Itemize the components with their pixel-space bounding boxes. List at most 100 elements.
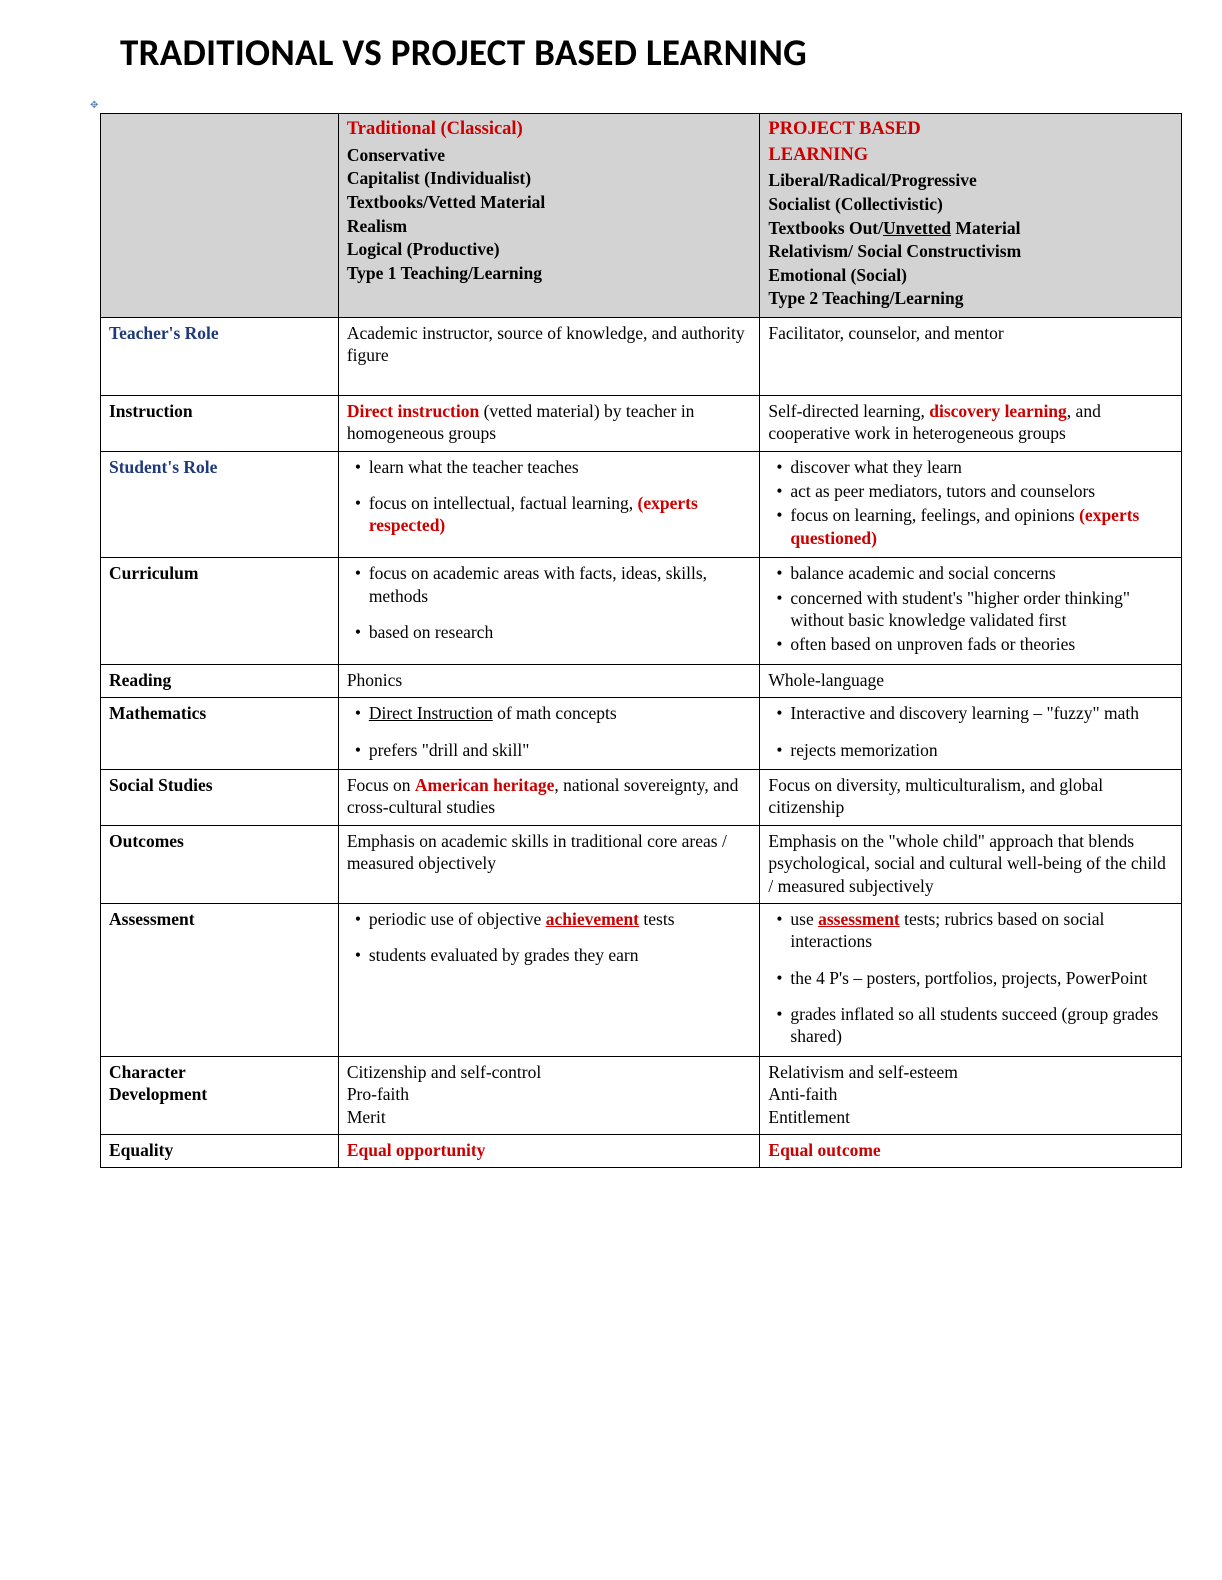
header-traditional: Traditional (Classical) Conservative Cap… bbox=[338, 114, 760, 318]
row-label: Student's Role bbox=[101, 451, 339, 558]
cell-pbl: Whole-language bbox=[760, 664, 1182, 697]
list-item: discover what they learn bbox=[790, 456, 1173, 478]
cell-trad: periodic use of objective achievement te… bbox=[338, 903, 760, 1056]
trad-line: Citizenship and self-control bbox=[347, 1061, 752, 1083]
list-item: prefers "drill and skill" bbox=[369, 739, 752, 761]
pbl-list: balance academic and social concerns conc… bbox=[768, 562, 1173, 656]
row-equality: Equality Equal opportunity Equal outcome bbox=[101, 1135, 1182, 1168]
cell-trad: learn what the teacher teaches focus on i… bbox=[338, 451, 760, 558]
traditional-attr: Realism bbox=[347, 215, 752, 239]
pbl-title: LEARNING bbox=[768, 144, 1173, 168]
list-item: based on research bbox=[369, 621, 752, 643]
list-item: concerned with student's "higher order t… bbox=[790, 587, 1173, 632]
traditional-attr: Capitalist (Individualist) bbox=[347, 167, 752, 191]
trad-line: Pro-faith bbox=[347, 1083, 752, 1105]
header-pbl: PROJECT BASED LEARNING Liberal/Radical/P… bbox=[760, 114, 1182, 318]
row-label: Teacher's Role bbox=[101, 318, 339, 396]
list-item: grades inflated so all students succeed … bbox=[790, 1003, 1173, 1048]
trad-line: Merit bbox=[347, 1106, 752, 1128]
trad-list: learn what the teacher teaches focus on i… bbox=[347, 456, 752, 537]
cell-pbl: discover what they learnact as peer medi… bbox=[760, 451, 1182, 558]
cell-trad: Equal opportunity bbox=[338, 1135, 760, 1168]
cell-trad: Direct Instruction of math concepts prefe… bbox=[338, 698, 760, 770]
row-label: Assessment bbox=[101, 903, 339, 1056]
row-students-role: Student's Role learn what the teacher te… bbox=[101, 451, 1182, 558]
list-item: students evaluated by grades they earn bbox=[369, 944, 752, 966]
row-instruction: Instruction Direct instruction (vetted m… bbox=[101, 395, 1182, 451]
trad-list: focus on academic areas with facts, idea… bbox=[347, 562, 752, 643]
row-teachers-role: Teacher's Role Academic instructor, sour… bbox=[101, 318, 1182, 396]
pbl-attr: Emotional (Social) bbox=[768, 264, 1173, 288]
cell-trad: Phonics bbox=[338, 664, 760, 697]
row-label: Equality bbox=[101, 1135, 339, 1168]
pbl-line: Relativism and self-esteem bbox=[768, 1061, 1173, 1083]
list-item: use assessment tests; rubrics based on s… bbox=[790, 908, 1173, 953]
row-character-development: Character Development Citizenship and se… bbox=[101, 1056, 1182, 1134]
list-item: balance academic and social concerns bbox=[790, 562, 1173, 584]
traditional-attr: Logical (Productive) bbox=[347, 238, 752, 262]
pbl-list: use assessment tests; rubrics based on s… bbox=[768, 908, 1173, 1048]
comparison-table: Traditional (Classical) Conservative Cap… bbox=[100, 113, 1182, 1168]
row-label: Social Studies bbox=[101, 769, 339, 825]
row-label-line: Development bbox=[109, 1083, 330, 1105]
cell-pbl: balance academic and social concerns conc… bbox=[760, 558, 1182, 665]
page-title: TRADITIONAL VS PROJECT BASED LEARNING bbox=[120, 30, 1152, 75]
list-item: learn what the teacher teaches bbox=[369, 456, 752, 478]
list-item: Interactive and discovery learning – "fu… bbox=[790, 702, 1173, 724]
pbl-list: Interactive and discovery learning – "fu… bbox=[768, 702, 1173, 761]
cell-trad: Focus on American heritage, national sov… bbox=[338, 769, 760, 825]
pbl-line: Anti-faith bbox=[768, 1083, 1173, 1105]
pbl-attr: Relativism/ Social Constructivism bbox=[768, 240, 1173, 264]
list-item: focus on learning, feelings, and opinion… bbox=[790, 504, 1173, 549]
trad-list: periodic use of objective achievement te… bbox=[347, 908, 752, 967]
list-item: the 4 P's – posters, portfolios, project… bbox=[790, 967, 1173, 989]
cell-pbl: Emphasis on the "whole child" approach t… bbox=[760, 825, 1182, 903]
cell-pbl: Self-directed learning, discovery learni… bbox=[760, 395, 1182, 451]
list-item: often based on unproven fads or theories bbox=[790, 633, 1173, 655]
trad-list: Direct Instruction of math concepts prefe… bbox=[347, 702, 752, 761]
traditional-title: Traditional (Classical) bbox=[347, 118, 752, 142]
traditional-attr: Conservative bbox=[347, 144, 752, 168]
row-outcomes: Outcomes Emphasis on academic skills in … bbox=[101, 825, 1182, 903]
cell-pbl: use assessment tests; rubrics based on s… bbox=[760, 903, 1182, 1056]
list-item: periodic use of objective achievement te… bbox=[369, 908, 752, 930]
pbl-list: discover what they learnact as peer medi… bbox=[768, 456, 1173, 550]
row-label: Reading bbox=[101, 664, 339, 697]
table-header-row: Traditional (Classical) Conservative Cap… bbox=[101, 114, 1182, 318]
row-social-studies: Social Studies Focus on American heritag… bbox=[101, 769, 1182, 825]
pbl-line: Entitlement bbox=[768, 1106, 1173, 1128]
list-item: rejects memorization bbox=[790, 739, 1173, 761]
cell-trad: Emphasis on academic skills in tradition… bbox=[338, 825, 760, 903]
list-item: act as peer mediators, tutors and counse… bbox=[790, 480, 1173, 502]
row-label: Mathematics bbox=[101, 698, 339, 770]
row-assessment: Assessment periodic use of objective ach… bbox=[101, 903, 1182, 1056]
list-item: focus on academic areas with facts, idea… bbox=[369, 562, 752, 607]
pbl-attr: Type 2 Teaching/Learning bbox=[768, 287, 1173, 311]
row-label: Instruction bbox=[101, 395, 339, 451]
cell-trad: focus on academic areas with facts, idea… bbox=[338, 558, 760, 665]
row-label-line: Character bbox=[109, 1061, 330, 1083]
row-mathematics: Mathematics Direct Instruction of math c… bbox=[101, 698, 1182, 770]
cell-pbl: Relativism and self-esteem Anti-faith En… bbox=[760, 1056, 1182, 1134]
cell-trad: Academic instructor, source of knowledge… bbox=[338, 318, 760, 396]
cell-trad: Direct instruction (vetted material) by … bbox=[338, 395, 760, 451]
list-item: Direct Instruction of math concepts bbox=[369, 702, 752, 724]
header-empty-cell bbox=[101, 114, 339, 318]
traditional-attr: Textbooks/Vetted Material bbox=[347, 191, 752, 215]
row-label: Outcomes bbox=[101, 825, 339, 903]
row-label: Character Development bbox=[101, 1056, 339, 1134]
row-curriculum: Curriculum focus on academic areas with … bbox=[101, 558, 1182, 665]
row-reading: Reading Phonics Whole-language bbox=[101, 664, 1182, 697]
cell-pbl: Focus on diversity, multiculturalism, an… bbox=[760, 769, 1182, 825]
list-item: focus on intellectual, factual learning,… bbox=[369, 492, 752, 537]
table-move-handle-icon: ✥ bbox=[90, 100, 98, 111]
pbl-attr: Textbooks Out/Unvetted Material bbox=[768, 217, 1173, 241]
cell-pbl: Facilitator, counselor, and mentor bbox=[760, 318, 1182, 396]
cell-pbl: Interactive and discovery learning – "fu… bbox=[760, 698, 1182, 770]
pbl-attr: Socialist (Collectivistic) bbox=[768, 193, 1173, 217]
traditional-attr: Type 1 Teaching/Learning bbox=[347, 262, 752, 286]
cell-trad: Citizenship and self-control Pro-faith M… bbox=[338, 1056, 760, 1134]
row-label: Curriculum bbox=[101, 558, 339, 665]
cell-pbl: Equal outcome bbox=[760, 1135, 1182, 1168]
pbl-attr: Liberal/Radical/Progressive bbox=[768, 169, 1173, 193]
